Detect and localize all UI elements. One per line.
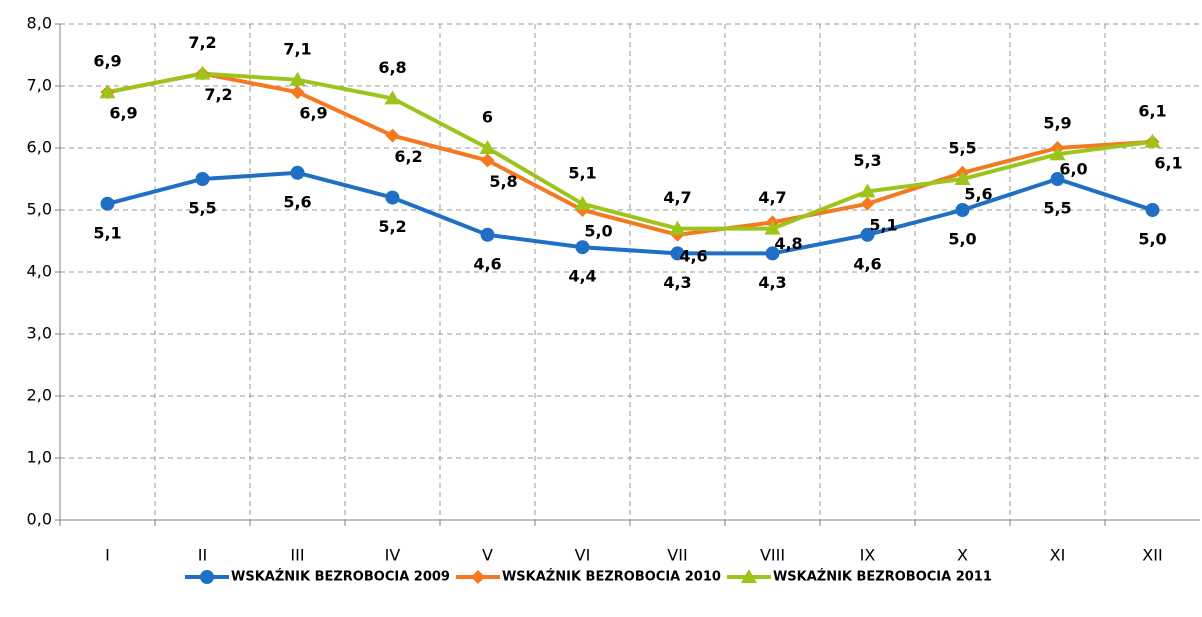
data-label: 4,7	[758, 188, 786, 207]
data-label: 4,7	[663, 188, 691, 207]
data-label: 6,1	[1154, 153, 1182, 172]
point	[385, 128, 400, 143]
point	[384, 90, 401, 105]
x-tick-label: II	[198, 546, 207, 565]
point	[954, 171, 971, 185]
point	[290, 85, 305, 100]
x-tick-label: VI	[575, 546, 591, 565]
legend-label: WSKAŹNIK BEZROBOCIA 2011	[773, 569, 992, 585]
point	[480, 227, 495, 242]
y-tick-label: 5,0	[27, 200, 52, 219]
series-line	[107, 71, 1153, 231]
data-label: 5,1	[93, 223, 121, 242]
data-label: 5,3	[853, 151, 881, 170]
data-label: 5,6	[283, 192, 311, 211]
point	[764, 220, 781, 235]
x-tick-label: X	[957, 546, 968, 565]
data-label: 7,1	[283, 39, 311, 58]
data-label: 6	[482, 108, 493, 127]
data-label: 5,5	[948, 139, 976, 158]
point	[1050, 172, 1065, 186]
data-label: 6,2	[394, 147, 422, 166]
legend-label: WSKAŹNIK BEZROBOCIA 2010	[502, 569, 721, 585]
point	[479, 140, 496, 154]
data-label: 5,8	[489, 172, 517, 191]
x-tick-label: VII	[667, 546, 687, 565]
x-tick-label: XII	[1142, 546, 1162, 565]
point	[765, 246, 780, 261]
point	[860, 196, 875, 211]
data-label: 5,6	[964, 184, 992, 203]
x-tick-label: V	[482, 546, 493, 565]
data-label: 5,1	[869, 215, 897, 234]
legend-label: WSKAŹNIK BEZROBOCIA 2009	[231, 569, 450, 585]
point	[99, 84, 116, 99]
data-label: 5,0	[1138, 230, 1166, 249]
point	[670, 246, 685, 261]
y-tick-label: 6,0	[27, 138, 52, 157]
data-label: 4,8	[774, 234, 802, 253]
point	[859, 183, 876, 198]
point	[860, 227, 875, 242]
y-tick-label: 0,0	[27, 510, 52, 529]
point	[100, 196, 115, 211]
data-label: 6,8	[378, 58, 406, 77]
point	[1049, 146, 1066, 161]
point	[669, 220, 686, 235]
x-tick-label: IX	[860, 546, 876, 565]
point	[1145, 203, 1160, 217]
x-tick-label: VIII	[760, 546, 785, 565]
data-label: 5,5	[1043, 199, 1071, 218]
point	[574, 195, 591, 210]
x-tick-label: IV	[385, 546, 401, 565]
point	[1144, 133, 1161, 148]
point	[575, 240, 590, 255]
y-tick-label: 4,0	[27, 262, 52, 281]
y-tick-label: 1,0	[27, 448, 52, 467]
point	[289, 71, 306, 86]
data-label: 5,5	[188, 199, 216, 218]
x-tick-label: XI	[1050, 546, 1066, 565]
data-label: 5,0	[948, 230, 976, 249]
data-label: 5,0	[584, 222, 612, 241]
data-label: 5,9	[1043, 114, 1071, 133]
data-label: 6,1	[1138, 101, 1166, 120]
y-tick-label: 7,0	[27, 76, 52, 95]
point	[385, 190, 400, 205]
data-label: 4,6	[473, 254, 501, 273]
data-label: 7,2	[204, 85, 232, 104]
point	[480, 153, 495, 168]
legend-marker	[470, 570, 485, 584]
legend-marker	[740, 569, 757, 583]
x-tick-label: I	[105, 546, 110, 565]
data-label: 7,2	[188, 33, 216, 52]
data-label: 6,0	[1059, 160, 1087, 179]
data-label: 5,2	[378, 217, 406, 236]
point	[194, 65, 211, 80]
data-label: 5,1	[568, 163, 596, 182]
data-label: 4,3	[663, 273, 691, 292]
data-label: 6,9	[93, 52, 121, 71]
data-label: 4,6	[679, 246, 707, 265]
legend-marker	[200, 570, 214, 584]
data-label: 6,9	[109, 104, 137, 123]
data-label: 4,6	[853, 254, 881, 273]
y-tick-label: 3,0	[27, 324, 52, 343]
data-label: 4,4	[568, 267, 596, 286]
series-line	[106, 170, 1154, 256]
y-tick-label: 2,0	[27, 386, 52, 405]
y-tick-label: 8,0	[27, 14, 52, 33]
point	[290, 165, 305, 180]
x-tick-label: III	[290, 546, 304, 565]
point	[195, 172, 210, 186]
data-label: 4,3	[758, 273, 786, 292]
series-line	[107, 71, 1153, 237]
point	[955, 203, 970, 217]
data-label: 6,9	[299, 104, 327, 123]
